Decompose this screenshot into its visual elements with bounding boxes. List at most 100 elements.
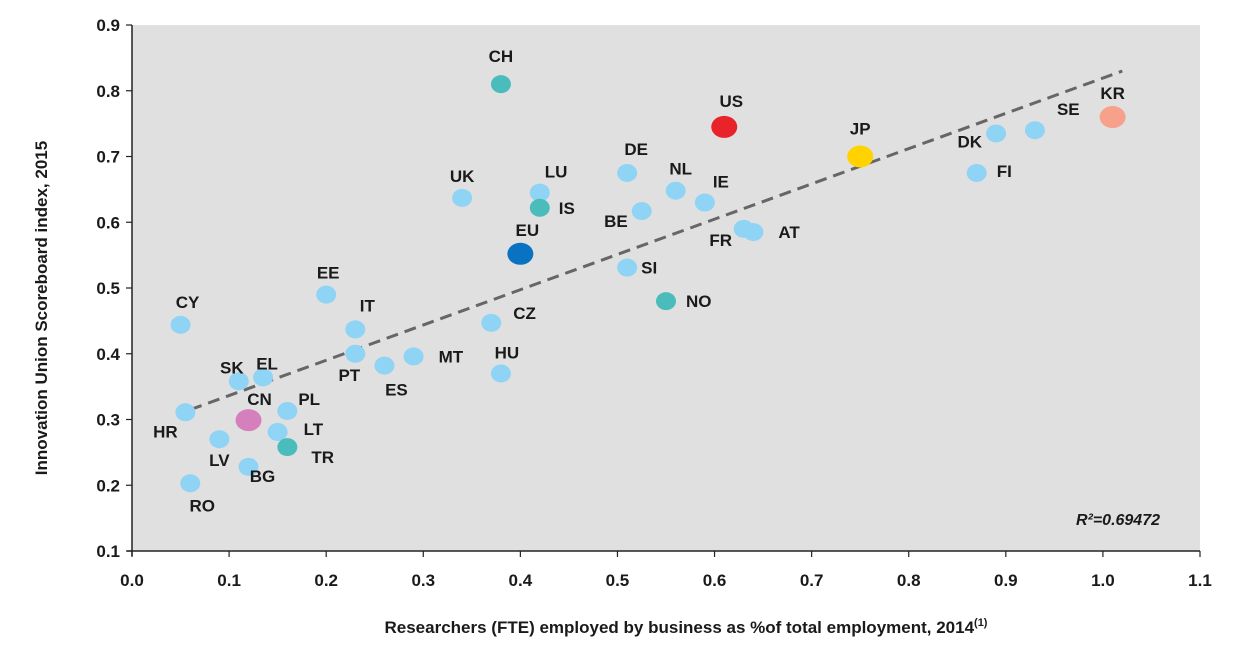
data-point-ch — [490, 75, 511, 94]
x-tick-label: 0.0 — [120, 571, 144, 590]
point-label-ie: IE — [713, 173, 729, 192]
data-point-el — [253, 368, 274, 387]
point-label-it: IT — [360, 296, 376, 315]
data-point-hr — [175, 403, 196, 422]
point-label-nl: NL — [669, 160, 692, 179]
point-labels: CH US KR SE DK JP FI DE NL IE LU IS UK BE FR AT EU SI NO CZ… — [153, 47, 1125, 515]
data-point-nl — [665, 181, 686, 200]
x-tick-label: 0.7 — [800, 571, 824, 590]
point-label-is: IS — [559, 199, 575, 218]
data-point-jp — [847, 145, 874, 168]
data-point-dk — [986, 124, 1007, 143]
data-point-si — [617, 258, 638, 277]
y-tick-label: 0.3 — [96, 411, 120, 430]
x-tick-label: 0.3 — [411, 571, 435, 590]
point-label-pl: PL — [298, 390, 320, 409]
point-label-hr: HR — [153, 422, 178, 441]
data-point-fi — [966, 163, 987, 182]
y-tick-label: 0.9 — [96, 16, 120, 35]
point-label-dk: DK — [958, 132, 983, 151]
x-tick-label: 1.1 — [1188, 571, 1212, 590]
point-label-lv: LV — [209, 451, 230, 470]
data-point-it — [345, 320, 366, 339]
x-tick-label: 0.8 — [897, 571, 921, 590]
data-point-kr — [1099, 106, 1126, 129]
data-point-cy — [170, 315, 191, 334]
trendline — [189, 69, 1123, 412]
axes — [127, 25, 1200, 556]
point-label-ro: RO — [190, 496, 216, 515]
data-point-mt — [403, 347, 424, 366]
data-point-is — [529, 198, 550, 217]
x-tick-label: 0.1 — [217, 571, 241, 590]
y-tick-label: 0.4 — [96, 345, 120, 364]
y-tick-label: 0.5 — [96, 279, 120, 298]
point-label-pt: PT — [338, 366, 360, 385]
x-axis-title: Researchers (FTE) employed by business a… — [385, 617, 988, 637]
data-points — [170, 75, 1126, 493]
data-point-us — [711, 115, 738, 138]
data-point-pl — [277, 401, 298, 420]
x-tick-label: 1.0 — [1091, 571, 1115, 590]
axis-ticks: 0.0 0.1 0.2 0.3 0.4 0.5 0.6 0.7 0.8 0.9 1.0 1.10.10… — [96, 16, 1211, 590]
point-label-bg: BG — [250, 467, 276, 486]
data-point-at — [743, 223, 764, 242]
x-tick-label: 0.6 — [703, 571, 727, 590]
point-label-jp: JP — [850, 120, 871, 139]
x-tick-label: 0.2 — [314, 571, 338, 590]
point-label-kr: KR — [1100, 84, 1125, 103]
y-tick-label: 0.7 — [96, 148, 120, 167]
data-point-ee — [316, 285, 337, 304]
y-tick-label: 0.8 — [96, 82, 120, 101]
r-squared-annotation: R²=0.69472 — [1076, 512, 1160, 529]
data-point-de — [617, 163, 638, 182]
point-label-cz: CZ — [513, 304, 536, 323]
point-label-us: US — [719, 92, 743, 111]
point-label-tr: TR — [311, 448, 334, 467]
data-point-sk — [228, 372, 249, 391]
data-point-bg — [238, 457, 259, 476]
data-point-se — [1024, 121, 1045, 140]
data-point-pt — [345, 344, 366, 363]
x-tick-label: 0.9 — [994, 571, 1018, 590]
x-tick-label: 0.5 — [606, 571, 630, 590]
point-label-de: DE — [624, 140, 648, 159]
x-tick-label: 0.4 — [509, 571, 533, 590]
y-axis-title: Innovation Union Scoreboard index, 2015 — [32, 141, 51, 475]
point-label-cy: CY — [176, 293, 200, 312]
point-label-ee: EE — [317, 264, 340, 283]
point-label-fi: FI — [997, 162, 1012, 181]
point-label-hu: HU — [495, 343, 520, 362]
data-point-cz — [481, 313, 502, 332]
x-axis-title-footnote: (1) — [974, 617, 988, 629]
data-point-lu — [529, 183, 550, 202]
data-point-ie — [694, 193, 715, 212]
point-label-at: AT — [778, 223, 800, 242]
point-label-se: SE — [1057, 100, 1080, 119]
y-tick-label: 0.2 — [96, 476, 120, 495]
data-point-ro — [180, 474, 201, 493]
point-label-es: ES — [385, 381, 408, 400]
data-point-lv — [209, 430, 230, 449]
point-label-fr: FR — [709, 231, 732, 250]
data-point-es — [374, 356, 395, 375]
y-tick-label: 0.6 — [96, 213, 120, 232]
point-label-lt: LT — [304, 420, 324, 439]
data-point-cn — [235, 409, 262, 432]
point-label-uk: UK — [450, 167, 475, 186]
x-axis-title-text: Researchers (FTE) employed by business a… — [385, 618, 975, 637]
data-point-no — [656, 292, 676, 311]
plot-area — [132, 25, 1200, 551]
point-label-el: EL — [256, 354, 278, 373]
point-label-no: NO — [686, 292, 712, 311]
point-label-eu: EU — [516, 221, 540, 240]
point-label-cn: CN — [247, 390, 272, 409]
data-point-uk — [452, 188, 473, 207]
point-label-lu: LU — [545, 163, 568, 182]
data-point-be — [631, 202, 652, 221]
point-label-si: SI — [641, 259, 657, 278]
point-label-be: BE — [604, 212, 628, 231]
data-point-lt — [267, 422, 288, 441]
point-label-ch: CH — [489, 47, 514, 66]
y-tick-label: 0.1 — [96, 542, 120, 561]
